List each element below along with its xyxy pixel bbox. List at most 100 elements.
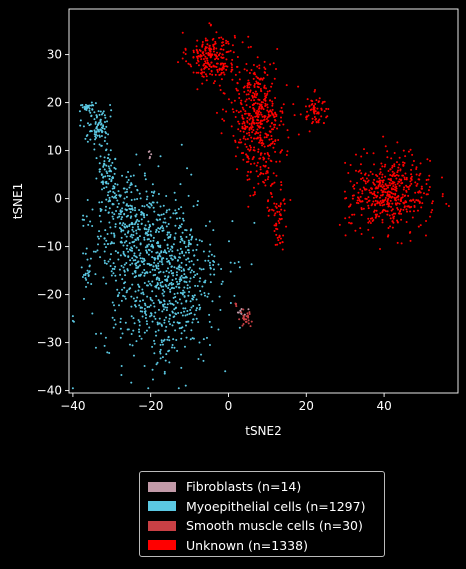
data-point bbox=[119, 213, 122, 216]
data-point bbox=[231, 108, 234, 111]
data-point bbox=[238, 92, 241, 95]
data-point bbox=[179, 240, 182, 243]
data-point bbox=[99, 220, 102, 223]
data-point bbox=[263, 92, 266, 95]
data-point bbox=[259, 131, 262, 134]
legend-label-fibroblasts: Fibroblasts (n=14) bbox=[186, 479, 302, 495]
data-point bbox=[412, 199, 415, 202]
data-point bbox=[121, 207, 124, 210]
data-point bbox=[146, 305, 149, 308]
data-point bbox=[198, 55, 201, 58]
data-point bbox=[154, 317, 157, 320]
data-point bbox=[361, 189, 364, 192]
data-point bbox=[374, 199, 377, 202]
data-point bbox=[196, 204, 199, 206]
data-point bbox=[111, 202, 114, 205]
data-point bbox=[245, 315, 248, 318]
data-point bbox=[229, 301, 232, 304]
data-point bbox=[120, 236, 123, 239]
data-point bbox=[151, 345, 154, 348]
data-point bbox=[204, 66, 207, 69]
data-point bbox=[282, 103, 285, 106]
data-point bbox=[402, 149, 405, 152]
data-point bbox=[234, 73, 237, 76]
data-point bbox=[270, 142, 273, 145]
data-point bbox=[122, 266, 125, 269]
data-point bbox=[91, 208, 94, 211]
data-point bbox=[181, 251, 184, 254]
data-point bbox=[285, 154, 288, 157]
data-point bbox=[389, 225, 392, 228]
data-point bbox=[211, 300, 214, 303]
data-point bbox=[200, 58, 203, 61]
legend-item-myoepithelial: Myoepithelial cells (n=1297) bbox=[148, 497, 376, 517]
data-point bbox=[368, 189, 371, 192]
data-point bbox=[124, 321, 127, 324]
data-point bbox=[396, 202, 399, 205]
data-point bbox=[159, 281, 162, 284]
data-point bbox=[392, 188, 395, 191]
data-point bbox=[84, 137, 87, 140]
data-point bbox=[403, 194, 406, 197]
data-point bbox=[421, 202, 424, 205]
data-point bbox=[103, 344, 106, 347]
data-point bbox=[168, 271, 171, 274]
data-point bbox=[103, 187, 106, 190]
data-point bbox=[149, 230, 152, 233]
data-point bbox=[101, 112, 104, 115]
data-point bbox=[246, 137, 249, 140]
data-point bbox=[97, 237, 100, 240]
x-tick-label: −40 bbox=[60, 399, 85, 413]
data-point bbox=[159, 357, 162, 360]
data-point bbox=[160, 213, 163, 216]
data-point bbox=[400, 242, 403, 245]
data-point bbox=[191, 337, 194, 340]
data-point bbox=[172, 283, 175, 286]
data-point bbox=[392, 185, 395, 188]
data-point bbox=[246, 86, 249, 89]
data-point bbox=[375, 209, 378, 212]
data-point bbox=[164, 275, 167, 278]
data-point bbox=[170, 254, 173, 257]
data-point bbox=[185, 300, 188, 303]
data-point bbox=[157, 227, 160, 230]
data-point bbox=[211, 53, 214, 56]
data-point bbox=[264, 165, 267, 168]
data-point bbox=[417, 199, 420, 202]
data-point bbox=[198, 303, 201, 306]
data-point bbox=[178, 268, 181, 271]
data-point bbox=[179, 276, 182, 279]
data-point bbox=[264, 67, 267, 70]
data-point bbox=[253, 191, 256, 194]
data-point bbox=[209, 281, 212, 284]
data-point bbox=[155, 228, 158, 231]
data-point bbox=[156, 321, 159, 324]
data-point bbox=[109, 103, 112, 106]
data-point bbox=[151, 194, 154, 197]
data-point bbox=[394, 186, 397, 189]
data-point bbox=[354, 229, 357, 232]
data-point bbox=[88, 271, 91, 274]
data-point bbox=[360, 208, 363, 211]
data-point bbox=[171, 286, 174, 289]
data-point bbox=[395, 187, 398, 190]
data-point bbox=[141, 291, 144, 294]
data-point bbox=[402, 208, 405, 211]
data-point bbox=[387, 203, 390, 206]
data-point bbox=[109, 115, 112, 118]
data-point bbox=[102, 276, 105, 279]
data-point bbox=[175, 285, 178, 288]
data-point bbox=[387, 234, 390, 237]
data-point bbox=[233, 99, 236, 102]
data-point bbox=[379, 204, 382, 207]
data-point bbox=[263, 60, 266, 63]
data-point bbox=[206, 39, 209, 42]
data-point bbox=[219, 308, 222, 311]
data-point bbox=[275, 206, 278, 209]
data-point bbox=[175, 339, 178, 342]
data-point bbox=[121, 332, 124, 335]
data-point bbox=[151, 290, 154, 293]
data-point bbox=[409, 184, 412, 187]
data-point bbox=[130, 315, 133, 318]
data-point bbox=[192, 71, 195, 74]
